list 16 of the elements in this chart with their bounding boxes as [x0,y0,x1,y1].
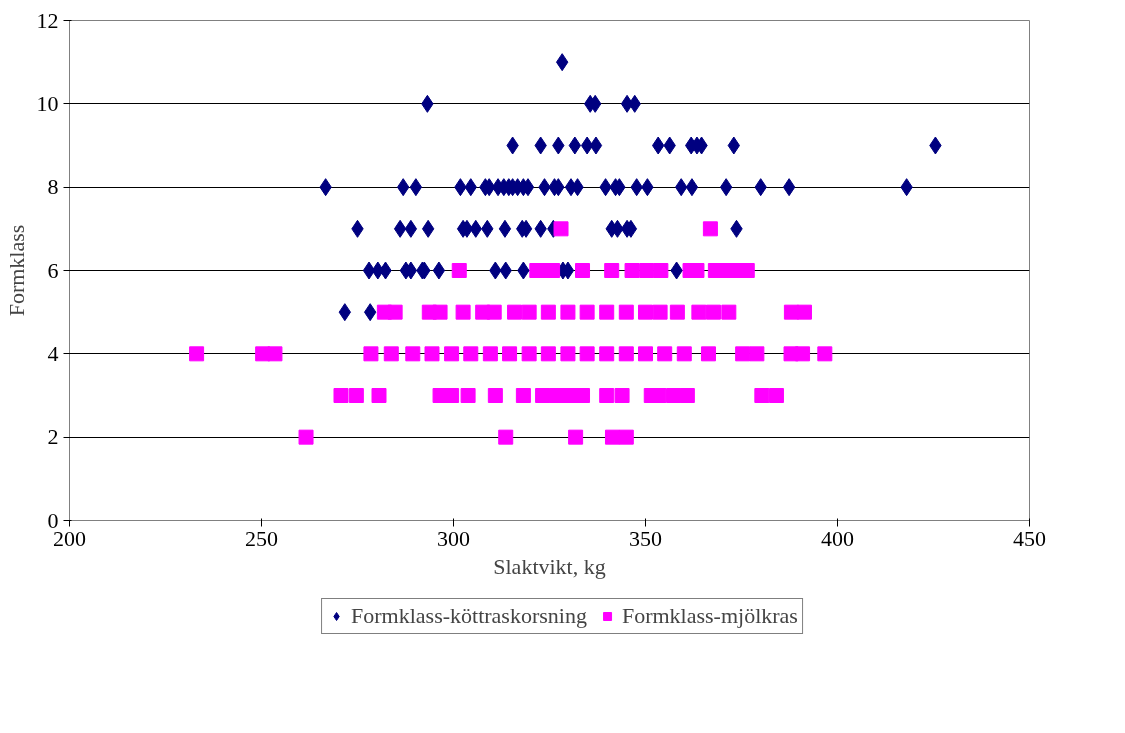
y-axis-title: Formklass [3,224,29,317]
legend-label: Formklass-mjölkras [621,603,798,629]
y-tick-label: 12 [36,7,59,33]
y-tick-label: 0 [47,507,59,533]
legend-label: Formklass-köttraskorsning [351,603,587,629]
x-tick-label: 450 [1013,525,1046,551]
x-tick-label: 350 [629,525,662,551]
x-tick-label: 300 [437,525,470,551]
y-tick-label: 8 [47,174,59,200]
y-tick-label: 10 [36,90,59,116]
y-tick-label: 4 [47,340,59,366]
x-tick-label: 400 [821,525,854,551]
y-tick-label: 6 [47,257,59,283]
y-tick-label: 2 [47,424,59,450]
x-tick-label: 250 [245,525,278,551]
x-axis-title: Slaktvikt, kg [493,553,606,579]
